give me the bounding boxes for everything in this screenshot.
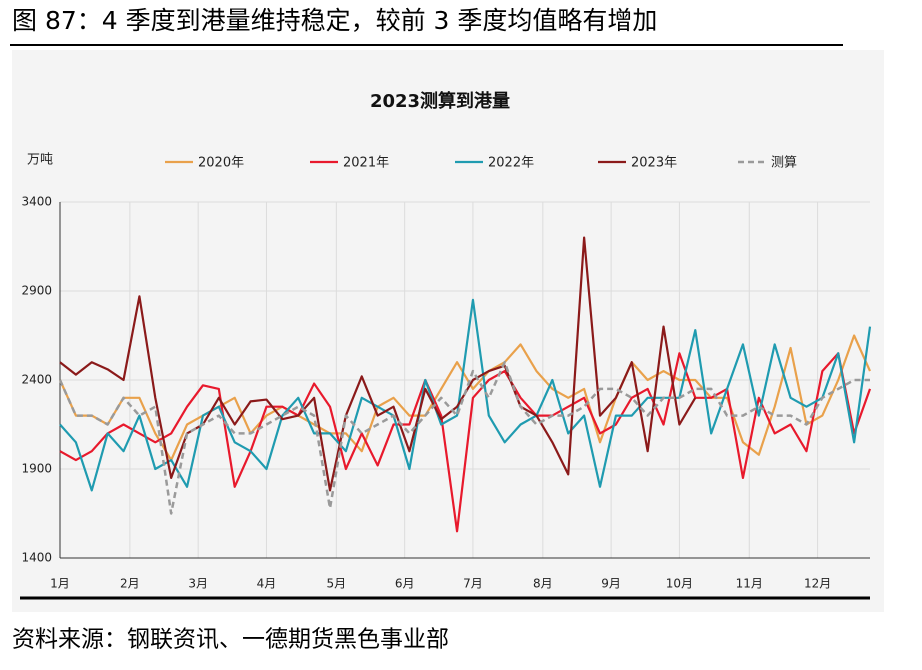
chart-title: 2023测算到港量 (370, 90, 510, 112)
chart: 1400 1900 2400 2900 3400 1月 2月 3月 4月 5月 6月 7月 8月 9月 10… (20, 156, 872, 600)
y-tick-label: 3400 (21, 195, 52, 209)
legend-label: 2023年 (631, 156, 677, 171)
series-line (58, 360, 870, 515)
legend-label: 2022年 (488, 156, 534, 171)
x-tick-label: 10月 (666, 577, 693, 591)
x-tick-label: 3月 (188, 577, 208, 591)
x-tick-label: 8月 (533, 577, 553, 591)
x-tick-label: 2月 (120, 577, 140, 591)
source-note: 资料来源：钢联资讯、一德期货黑色事业部 (12, 627, 449, 653)
x-tick-label: 7月 (463, 577, 483, 591)
legend-label: 2021年 (343, 156, 389, 171)
y-tick-label: 1400 (21, 551, 52, 565)
y-tick-label: 2400 (21, 373, 52, 387)
x-tick-label: 4月 (257, 577, 277, 591)
y-tick-label: 2900 (21, 284, 52, 298)
x-tick-label: 6月 (395, 577, 415, 591)
legend-label: 2020年 (198, 156, 244, 171)
x-tick-label: 12月 (804, 577, 831, 591)
chart-panel (12, 50, 884, 612)
x-tick-label: 11月 (736, 577, 763, 591)
figure-title: 图 87：4 季度到港量维持稳定，较前 3 季度均值略有增加 (12, 6, 657, 35)
legend-label: 测算 (771, 156, 797, 171)
series-line (59, 236, 697, 492)
x-tick-label: 5月 (327, 577, 347, 591)
series-line (59, 352, 872, 533)
x-tick-label: 1月 (50, 577, 70, 591)
y-axis-label: 万吨 (27, 153, 53, 168)
x-tick-label: 9月 (601, 577, 621, 591)
series-line (58, 334, 872, 462)
y-tick-label: 1900 (21, 462, 52, 476)
series-line (59, 298, 872, 492)
